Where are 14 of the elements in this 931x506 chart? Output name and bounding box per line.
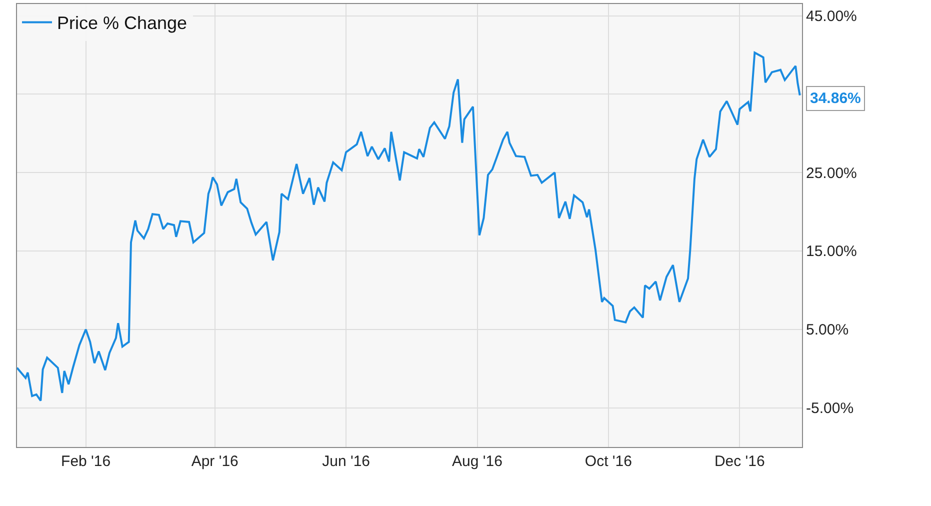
x-tick-label: Aug '16	[452, 453, 502, 470]
y-tick-label: 25.00%	[806, 164, 857, 182]
x-tick-label: Jun '16	[322, 453, 370, 470]
line-series	[17, 52, 801, 402]
y-tick-label: 15.00%	[806, 243, 857, 260]
x-tick-label: Oct '16	[584, 453, 632, 470]
legend-label: Price % Change	[57, 13, 188, 34]
y-tick-label: 45.00%	[806, 8, 857, 26]
x-tick-label: Dec '16	[714, 453, 765, 470]
x-tick-label: Apr '16	[191, 453, 238, 470]
y-tick-label: -5.00%	[806, 400, 854, 418]
y-tick-label: 5.00%	[806, 322, 849, 339]
x-tick-label: Feb '16	[61, 453, 111, 470]
annotation: 34.86%	[810, 90, 861, 107]
